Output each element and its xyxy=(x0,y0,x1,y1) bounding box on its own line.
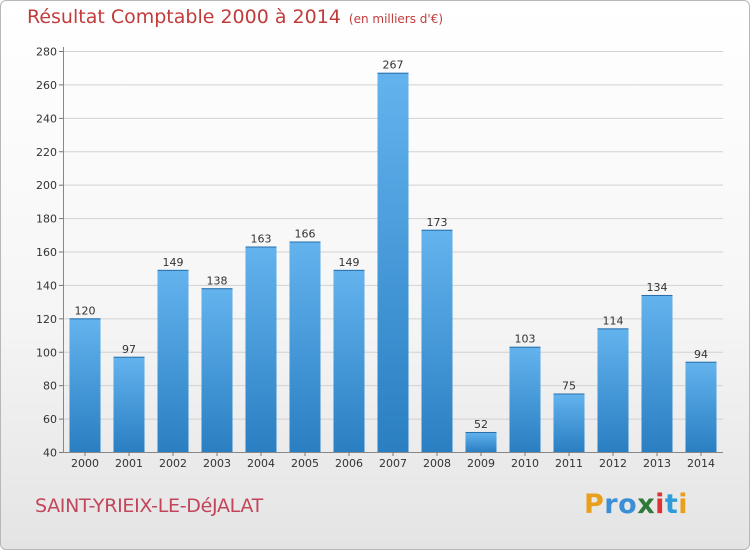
x-tick-label: 2006 xyxy=(335,457,363,470)
logo-letter: t xyxy=(664,489,679,520)
data-label: 103 xyxy=(515,333,536,346)
proxiti-logo: Proxiti xyxy=(584,489,688,520)
y-tick-label: 100 xyxy=(36,346,57,359)
logo-letter: i xyxy=(655,489,665,520)
y-tick-label: 200 xyxy=(36,179,57,192)
bar xyxy=(245,246,277,452)
x-tick-label: 2001 xyxy=(115,457,143,470)
data-label: 149 xyxy=(163,256,184,269)
chart-title-text: Résultat Comptable 2000 à 2014 xyxy=(27,6,341,28)
x-tick-label: 2009 xyxy=(467,457,495,470)
y-tick-label: 120 xyxy=(36,313,57,326)
bar xyxy=(377,72,409,453)
logo-letter: r xyxy=(604,489,619,520)
y-tick-label: 40 xyxy=(43,447,57,460)
bar xyxy=(509,346,541,452)
y-tick-label: 160 xyxy=(36,246,57,259)
x-tick-label: 2008 xyxy=(423,457,451,470)
y-tick-label: 180 xyxy=(36,213,57,226)
logo-letter: i xyxy=(678,489,689,520)
data-label: 138 xyxy=(207,274,228,287)
bar xyxy=(597,328,629,452)
data-label: 163 xyxy=(251,232,272,245)
bar xyxy=(465,431,497,452)
data-label: 173 xyxy=(427,216,448,229)
y-tick-label: 140 xyxy=(36,279,57,292)
logo-letter: o xyxy=(618,489,638,520)
bar xyxy=(157,269,189,452)
y-tick-label: 80 xyxy=(43,380,57,393)
data-label: 166 xyxy=(295,227,316,240)
chart-unit-text: (en milliers d'€) xyxy=(348,12,444,26)
chart-title: Résultat Comptable 2000 à 2014 (en millie… xyxy=(27,6,443,28)
y-tick-label: 260 xyxy=(36,79,57,92)
x-tick-label: 2010 xyxy=(511,457,539,470)
bar xyxy=(201,288,233,452)
y-tick-label: 60 xyxy=(43,413,57,426)
bar xyxy=(69,318,101,452)
data-label: 114 xyxy=(603,314,624,327)
x-tick-label: 2013 xyxy=(643,457,671,470)
y-tick-label: 240 xyxy=(36,112,57,125)
bar xyxy=(113,356,145,452)
x-tick-label: 2012 xyxy=(599,457,627,470)
bar xyxy=(685,361,717,452)
y-tick-label: 220 xyxy=(36,146,57,159)
bar xyxy=(289,241,321,452)
x-tick-label: 2011 xyxy=(555,457,583,470)
data-label: 52 xyxy=(474,418,488,431)
data-label: 94 xyxy=(694,348,708,361)
x-tick-label: 2007 xyxy=(379,457,407,470)
logo-letter: P xyxy=(584,489,605,520)
x-tick-label: 2002 xyxy=(159,457,187,470)
data-label: 149 xyxy=(339,256,360,269)
data-label: 97 xyxy=(122,343,136,356)
data-label: 120 xyxy=(75,304,96,317)
commune-name: SAINT-YRIEIX-LE-DéJALAT xyxy=(35,495,263,517)
data-label: 267 xyxy=(383,59,404,72)
data-label: 75 xyxy=(562,380,576,393)
bar xyxy=(421,229,453,452)
x-tick-label: 2000 xyxy=(71,457,99,470)
bar xyxy=(641,294,673,452)
x-tick-label: 2003 xyxy=(203,457,231,470)
data-label: 134 xyxy=(647,281,668,294)
bar xyxy=(553,393,585,452)
x-tick-label: 2005 xyxy=(291,457,319,470)
bar xyxy=(333,269,365,452)
x-tick-label: 2014 xyxy=(687,457,715,470)
x-tick-label: 2004 xyxy=(247,457,275,470)
y-tick-label: 280 xyxy=(36,46,57,59)
logo-letter: x xyxy=(637,489,656,520)
